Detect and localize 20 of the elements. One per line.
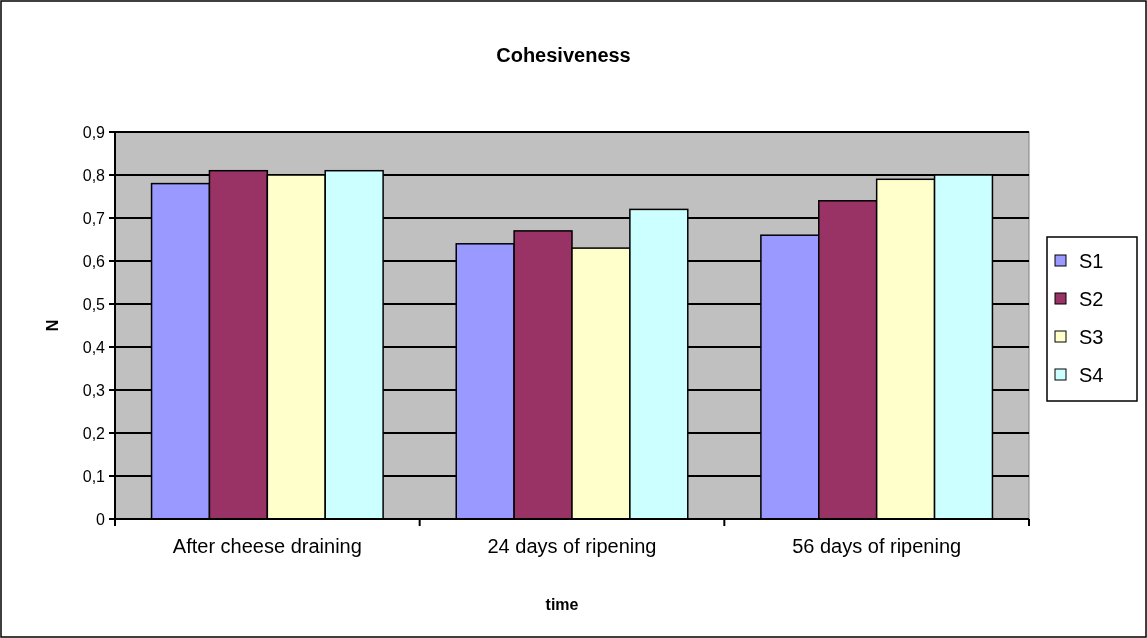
legend-label: S4 — [1079, 364, 1104, 386]
legend-label: S1 — [1079, 250, 1104, 272]
y-tick-label: 0,9 — [82, 123, 106, 141]
x-tick-label: 56 days of ripening — [792, 535, 962, 557]
x-tick-label: 24 days of ripening — [487, 535, 657, 557]
y-tick-label: 0,2 — [82, 424, 106, 442]
legend-label: S2 — [1079, 288, 1104, 310]
y-tick-label: 0 — [96, 510, 106, 528]
x-axis-title: time — [545, 596, 579, 613]
y-tick-label: 0,6 — [82, 252, 106, 270]
x-tick-label: After cheese draining — [172, 535, 362, 557]
y-tick-label: 0,5 — [82, 295, 106, 313]
y-tick-label: 0,3 — [82, 381, 106, 399]
y-tick-label: 0,1 — [82, 467, 106, 485]
chart-title: Cohesiveness — [496, 44, 631, 66]
legend-label: S3 — [1079, 326, 1104, 348]
y-tick-label: 0,7 — [82, 209, 106, 227]
y-axis-title: N — [44, 319, 61, 332]
y-tick-label: 0,8 — [82, 166, 106, 184]
y-tick-label: 0,4 — [82, 338, 106, 356]
